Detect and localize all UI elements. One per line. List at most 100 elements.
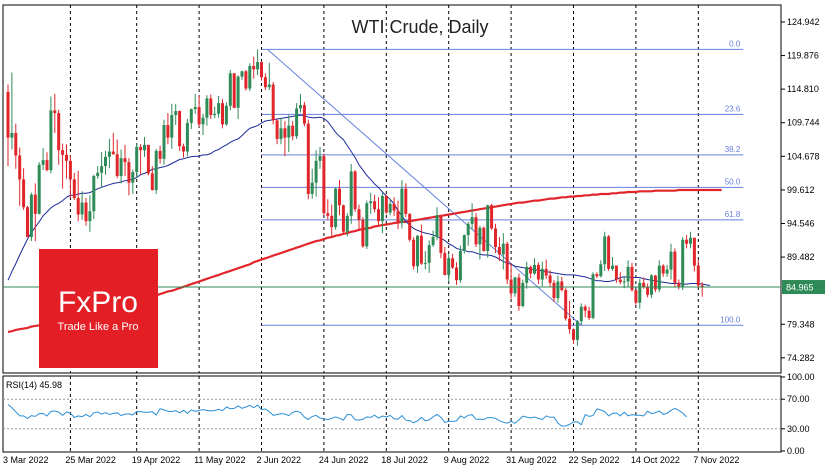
candle-body xyxy=(299,105,302,109)
candle-body xyxy=(154,150,158,190)
fibonacci-levels: 0.0 23.6 38.2 50.0 61.8 100.0 xyxy=(261,39,744,326)
candle-body xyxy=(49,110,53,171)
rsi-tick-label: 100.00 xyxy=(787,372,815,382)
candle-down xyxy=(139,144,143,175)
candle-body xyxy=(431,237,435,246)
candle-body xyxy=(681,239,685,287)
candle-body xyxy=(552,282,556,299)
candle-up xyxy=(626,260,630,287)
candle-body xyxy=(330,215,334,228)
candle-up xyxy=(170,103,174,149)
candle-body xyxy=(80,202,84,215)
candle-down xyxy=(384,194,388,214)
candle-up xyxy=(466,221,470,246)
rsi-label: RSI(14) 45.98 xyxy=(6,380,62,390)
candle-body xyxy=(139,146,143,151)
candle-body xyxy=(540,268,544,280)
candle-down xyxy=(677,279,681,290)
candle-up xyxy=(80,191,84,220)
candle-body xyxy=(26,207,29,238)
candle-body xyxy=(178,111,182,147)
candle-down xyxy=(197,95,201,128)
candle-body xyxy=(252,66,256,70)
candle-body xyxy=(412,239,416,267)
candle-up xyxy=(400,180,404,229)
candle-body xyxy=(162,125,166,159)
rsi-tick-label: 30.00 xyxy=(787,424,810,434)
candle-up xyxy=(669,243,673,280)
fib-level-label: 100.0 xyxy=(720,315,741,324)
candle-body xyxy=(696,265,700,286)
candle-body xyxy=(642,282,646,288)
price-tick-label: 94.546 xyxy=(787,219,815,229)
candle-body xyxy=(603,236,607,265)
candle-up xyxy=(556,275,560,303)
price-tick-label: 89.482 xyxy=(787,252,815,262)
candle-body xyxy=(131,172,135,183)
price-tick-label: 74.282 xyxy=(787,353,815,363)
candle-down xyxy=(209,94,213,120)
candle-body xyxy=(256,62,260,70)
candle-down xyxy=(341,204,345,235)
candle-down xyxy=(572,328,575,344)
candle-up xyxy=(228,69,232,111)
candle-body xyxy=(416,235,419,267)
candle-body xyxy=(572,329,575,340)
candle-body xyxy=(334,188,338,228)
candle-body xyxy=(92,176,96,212)
candle-up xyxy=(599,260,603,278)
candle-up xyxy=(318,146,322,169)
candle-down xyxy=(548,270,552,287)
candle-up xyxy=(435,207,439,241)
fxpro-logo-name: FxPro xyxy=(58,286,138,319)
candle-down xyxy=(146,144,150,176)
candle-up xyxy=(458,245,462,283)
candle-body xyxy=(361,219,365,247)
candles xyxy=(6,49,704,346)
candle-down xyxy=(232,73,236,109)
candle-up xyxy=(240,70,244,80)
candle-up xyxy=(575,319,579,346)
candle-body xyxy=(123,158,127,163)
fib-level-label: 0.0 xyxy=(729,39,741,48)
rsi-panel: 100.00 70.00 30.00 0.00 xyxy=(3,372,815,456)
candle-body xyxy=(68,160,72,180)
candle-body xyxy=(423,262,427,264)
candle-body xyxy=(521,282,525,307)
candle-body xyxy=(302,105,306,124)
candle-up xyxy=(540,261,544,287)
candle-down xyxy=(291,121,295,141)
candle-body xyxy=(509,279,513,294)
candle-body xyxy=(474,217,478,245)
candle-body xyxy=(291,125,295,137)
candle-body xyxy=(591,274,595,318)
candle-body xyxy=(158,150,162,159)
candle-down xyxy=(150,166,154,191)
candle-down xyxy=(260,61,263,81)
candle-down xyxy=(111,132,115,155)
candle-down xyxy=(552,280,556,303)
candle-body xyxy=(150,173,154,190)
candle-body xyxy=(451,258,455,268)
candle-down xyxy=(568,300,572,334)
fxpro-logo: FxPro Trade Like a Pro xyxy=(39,249,158,368)
date-tick-label: 2 Jun 2022 xyxy=(257,455,302,465)
candle-up xyxy=(107,138,111,169)
candle-down xyxy=(357,204,361,230)
candle-down xyxy=(443,247,447,276)
price-tick-label: 99.612 xyxy=(787,185,815,195)
candle-body xyxy=(18,155,22,180)
candle-up xyxy=(427,240,431,273)
fib-level-label: 38.2 xyxy=(725,145,741,154)
candle-up xyxy=(470,203,474,230)
candle-down xyxy=(439,214,443,259)
candle-body xyxy=(341,205,345,232)
candle-body xyxy=(517,277,521,307)
candle-down xyxy=(474,213,478,248)
candle-body xyxy=(29,194,33,238)
candle-body xyxy=(501,243,505,255)
candle-down xyxy=(517,273,521,311)
candle-body xyxy=(100,166,104,173)
candle-up xyxy=(37,162,41,215)
